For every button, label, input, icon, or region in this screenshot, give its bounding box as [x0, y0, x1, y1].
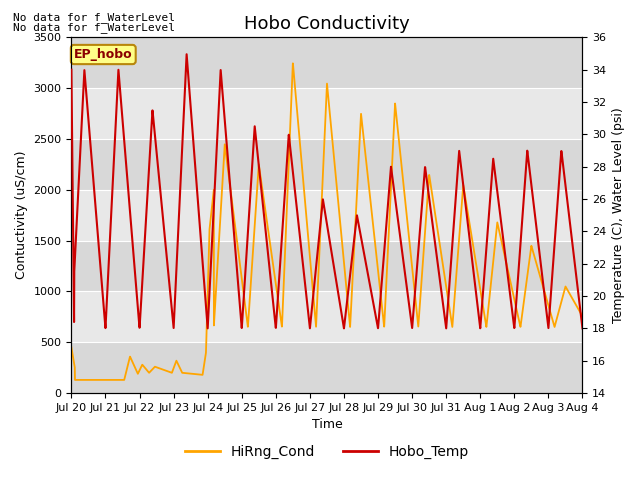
Bar	[72, 291, 582, 342]
Legend: HiRng_Cond, Hobo_Temp: HiRng_Cond, Hobo_Temp	[179, 439, 474, 465]
Title: Hobo Conductivity: Hobo Conductivity	[244, 15, 410, 33]
Bar	[72, 139, 582, 190]
X-axis label: Time: Time	[312, 419, 342, 432]
Text: No data for f_WaterLevel: No data for f_WaterLevel	[13, 12, 175, 23]
Text: EP_hobo: EP_hobo	[74, 48, 132, 61]
Bar	[72, 240, 582, 291]
Bar	[72, 88, 582, 139]
Text: No data for f̲WaterLevel: No data for f̲WaterLevel	[13, 22, 175, 33]
Bar	[72, 37, 582, 88]
Bar	[72, 342, 582, 393]
Y-axis label: Contuctivity (uS/cm): Contuctivity (uS/cm)	[15, 151, 28, 279]
Y-axis label: Temperature (C), Water Level (psi): Temperature (C), Water Level (psi)	[612, 108, 625, 323]
Bar	[72, 190, 582, 240]
